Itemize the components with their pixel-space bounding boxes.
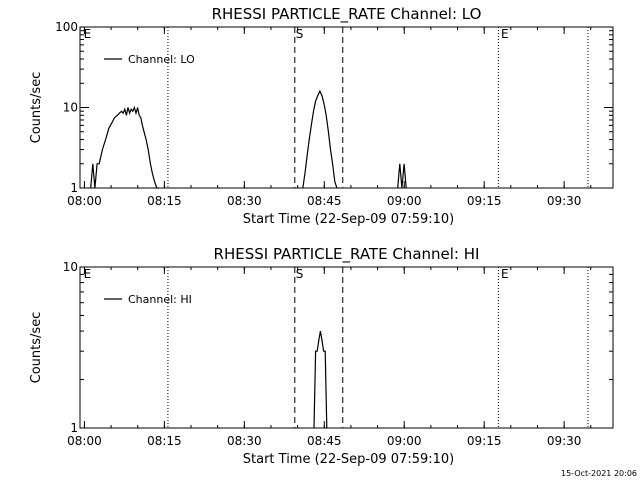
x-tick-label: 08:30 bbox=[227, 194, 262, 208]
series-line bbox=[397, 163, 407, 189]
y-tick-label: 10 bbox=[63, 260, 78, 274]
series-line bbox=[313, 330, 328, 429]
interval-marker-e: E bbox=[84, 267, 92, 281]
y-tick-label: 10 bbox=[63, 101, 78, 115]
x-tick-label: 08:30 bbox=[227, 434, 262, 448]
x-tick-label: 09:30 bbox=[547, 434, 582, 448]
y-axis-label: Counts/sec bbox=[29, 312, 44, 384]
chart-title: RHESSI PARTICLE_RATE Channel: HI bbox=[214, 245, 480, 264]
x-tick-label: 09:15 bbox=[467, 194, 502, 208]
y-tick-label: 100 bbox=[55, 20, 78, 34]
x-tick-label: 08:45 bbox=[307, 434, 342, 448]
y-tick-label: 1 bbox=[70, 181, 78, 195]
legend-label: Channel: LO bbox=[128, 53, 195, 66]
interval-marker-e: E bbox=[501, 27, 509, 41]
series-line bbox=[90, 105, 159, 189]
y-axis-label: Counts/sec bbox=[29, 72, 44, 144]
x-tick-label: 09:00 bbox=[387, 434, 422, 448]
chart-title: RHESSI PARTICLE_RATE Channel: LO bbox=[212, 5, 482, 24]
interval-marker-s: S bbox=[296, 267, 304, 281]
interval-marker-s: S bbox=[296, 27, 304, 41]
lo-channel-panel: RHESSI PARTICLE_RATE Channel: LO 08:00 08:… bbox=[29, 5, 614, 227]
plot-frame bbox=[79, 266, 614, 429]
generated-timestamp: 15-Oct-2021 20:06 bbox=[561, 469, 637, 478]
x-tick-label: 08:45 bbox=[307, 194, 342, 208]
x-axis-label: Start Time (22-Sep-09 07:59:10) bbox=[243, 212, 454, 227]
x-axis-label: Start Time (22-Sep-09 07:59:10) bbox=[243, 452, 454, 467]
interval-marker-e: E bbox=[84, 27, 92, 41]
x-tick-label: 09:15 bbox=[467, 434, 502, 448]
plot-frame bbox=[79, 26, 614, 189]
x-tick-label: 09:00 bbox=[387, 194, 422, 208]
hi-channel-panel: RHESSI PARTICLE_RATE Channel: HI 08:00 08:… bbox=[29, 245, 614, 467]
y-tick-label: 1 bbox=[70, 421, 78, 435]
interval-marker-e: E bbox=[501, 267, 509, 281]
x-tick-label: 09:30 bbox=[547, 194, 582, 208]
x-tick-label: 08:00 bbox=[67, 434, 102, 448]
x-tick-label: 08:15 bbox=[147, 194, 182, 208]
x-tick-label: 08:00 bbox=[67, 194, 102, 208]
legend-label: Channel: HI bbox=[128, 293, 192, 306]
series-line bbox=[302, 89, 338, 189]
x-tick-label: 08:15 bbox=[147, 434, 182, 448]
